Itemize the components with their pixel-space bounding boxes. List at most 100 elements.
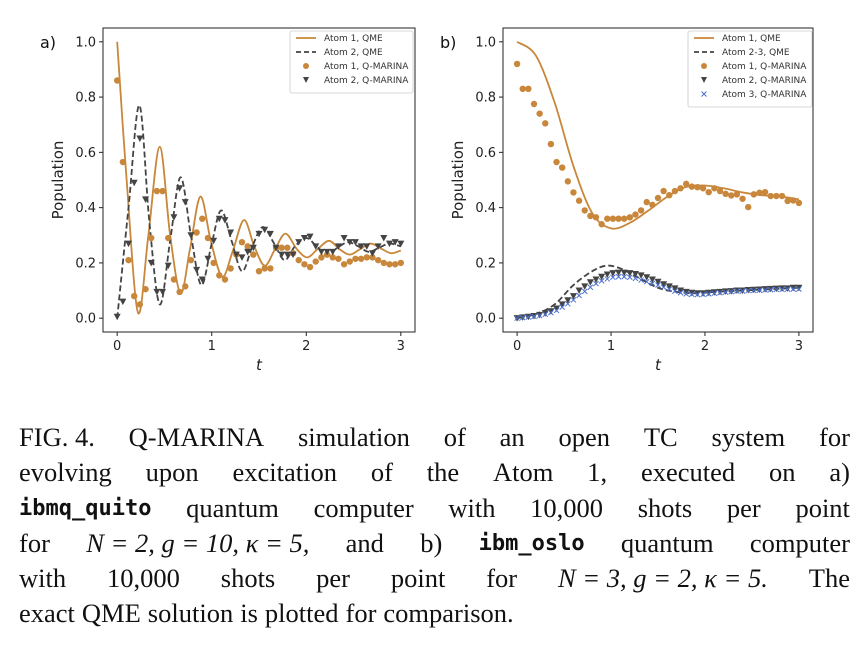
data-point [762,287,768,293]
data-point [301,261,308,268]
data-point [604,215,611,222]
data-point [790,197,797,204]
data-point [136,301,144,308]
data-point [346,239,354,246]
series-line [116,104,402,319]
data-point [346,258,353,265]
caption-word: open [558,422,610,452]
data-point [513,60,521,68]
data-point [716,187,724,195]
data-point [182,283,189,290]
data-point [570,189,577,196]
data-point [283,251,291,259]
data-point [548,309,554,316]
data-point [632,275,639,282]
data-point [519,314,526,321]
data-point [609,215,617,222]
x-tick-label: 0 [113,339,121,354]
data-point [272,244,280,252]
figure: a) 0.0 0.2 0.4 0.6 0.8 1.0 0 1 2 3 t Population Atom … [40,27,814,374]
data-point [113,313,121,321]
data-point [553,158,560,166]
data-point [334,243,342,250]
data-point [295,256,302,264]
data-point [159,288,167,296]
data-point [593,280,599,287]
data-point [187,232,195,239]
data-point [386,261,393,268]
data-point [728,288,735,295]
data-point [587,212,594,220]
data-point [581,288,588,295]
data-point [380,259,387,267]
caption-word: plotted [264,598,339,629]
data-point [216,272,223,279]
y-tick-label: 0.2 [75,256,96,271]
caption-word: quantum [186,492,279,523]
figure-caption: FIG. 4. Q-MARINA simulation of an open TC syste… [19,420,850,632]
data-point [170,276,178,283]
caption-word: for [486,563,518,594]
data-point [369,254,376,261]
caption-word: for [819,422,850,452]
data-point [586,279,594,286]
data-point [773,192,780,200]
data-point [637,207,645,214]
data-point [671,285,679,292]
caption-word: TC [643,422,678,452]
caption-line: ibmq_quito quantum computer with 10,000 shots… [19,491,850,526]
legend: Atom 1, QME Atom 2-3, QME Atom 1, Q-MARINA… [687,30,813,108]
data-point [385,240,393,248]
data-point [789,284,797,292]
legend-label: Atom 2-3, QME [722,48,790,58]
y-tick-label: 1.0 [475,35,496,50]
data-point [672,288,678,294]
data-point [756,189,763,196]
data-point [176,288,183,296]
data-point [722,289,729,296]
data-point [575,197,583,204]
data-point [643,274,651,281]
data-point [204,255,212,263]
data-point [688,289,696,297]
caption-word: quantum [620,527,714,558]
data-point [649,201,656,209]
data-point [289,251,297,259]
data-point [153,288,161,296]
caption-word: is [240,598,258,629]
data-point [553,305,561,313]
data-point [570,297,577,303]
data-point [734,288,740,294]
caption-word: of [443,422,466,452]
data-point [621,273,628,280]
caption-word: executed [640,457,736,488]
data-point [329,248,337,256]
data-point [170,214,178,221]
data-point [666,192,673,199]
data-point [778,192,786,200]
data-point [677,287,685,295]
series-atom-1-q-marina [113,77,405,308]
data-point [357,255,365,262]
data-point [232,251,240,259]
data-point [620,215,628,222]
data-point [255,230,263,238]
data-point [643,278,650,285]
caption-word: per [316,563,350,594]
data-point [779,286,785,293]
data-point [677,185,684,192]
legend-label: Atom 2, Q-MARINA [324,76,409,86]
data-point [374,243,382,250]
x-tick-label: 1 [208,339,216,354]
data-point [227,229,235,237]
data-point [773,286,780,293]
chart-panel-a: a) 0.0 0.2 0.4 0.6 0.8 1.0 0 1 2 3 t Population Atom … [40,27,416,374]
y-tick-label: 0.4 [475,201,496,216]
data-point [284,244,291,251]
data-point [391,261,399,268]
data-point [649,280,656,287]
legend-swatch [701,63,707,69]
caption-word: exact [19,598,75,629]
data-point [113,77,121,84]
y-tick-label: 0.0 [475,312,496,327]
